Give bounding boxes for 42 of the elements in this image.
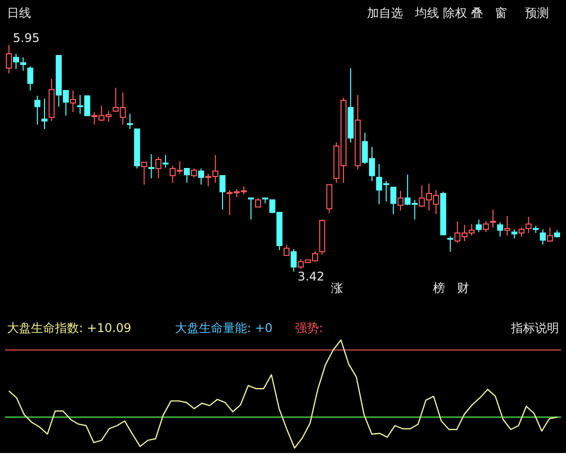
text: 预测 [525, 6, 549, 20]
candlestick [482, 220, 489, 233]
candlestick [148, 154, 154, 179]
candlestick [141, 162, 148, 186]
text: 大盘生命量能: +0 [175, 321, 273, 335]
candlestick [497, 222, 504, 238]
text: 强势: [295, 321, 324, 335]
text: 榜 [433, 281, 445, 295]
candlestick [284, 244, 290, 256]
text: 财 [457, 281, 469, 295]
candlestick [34, 95, 40, 126]
text: 指标说明 [510, 321, 559, 335]
candlestick [540, 228, 546, 246]
candlestick [198, 168, 204, 186]
text: 叠 [471, 6, 483, 20]
candlestick [526, 216, 532, 234]
candlestick [546, 227, 553, 242]
candlestick [70, 90, 76, 113]
candlestick [6, 44, 12, 74]
text: 加自选 [367, 6, 403, 20]
candlestick [219, 175, 226, 210]
candlestick [184, 168, 190, 184]
text: 窗 [495, 6, 507, 20]
candlestick [290, 248, 297, 272]
annotation: 5.95 [12, 30, 40, 45]
candlestick [126, 113, 133, 130]
candlestick [27, 66, 34, 92]
annotation: 3.42 [298, 270, 324, 284]
candlestick [42, 98, 48, 130]
candlestick [390, 186, 396, 215]
text: 大盘生命指数: +10.09 [7, 321, 132, 335]
candlestick [155, 156, 162, 179]
candlestick [504, 215, 510, 236]
candlestick [476, 219, 482, 233]
candlestick [162, 154, 169, 168]
candlestick [447, 236, 454, 252]
text: 涨 [331, 281, 343, 295]
candlestick [248, 198, 254, 220]
text: 除权 [443, 6, 467, 20]
text: 日线 [7, 6, 31, 20]
candlestick [397, 190, 404, 212]
text: 均线 [414, 6, 439, 20]
